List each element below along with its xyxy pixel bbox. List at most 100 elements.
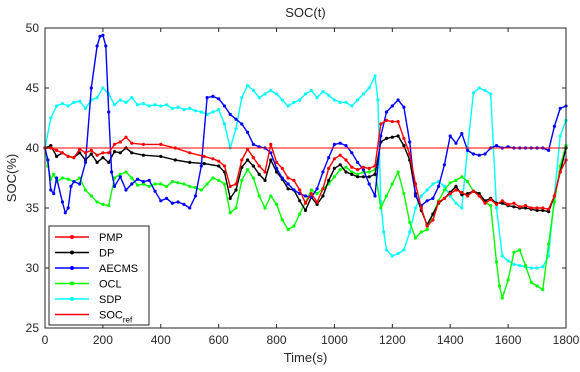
data-point-aecms: [442, 163, 446, 167]
ticks-layer: 0 200 400 600 800 1000 1200 1400 1600 1800 25 30 35 4…: [26, 21, 580, 347]
axes-box: [44, 27, 567, 329]
data-point-sdp: [315, 96, 319, 100]
data-point-sdp: [402, 248, 406, 252]
y-tick-label: 35: [26, 201, 40, 215]
data-point-dp: [373, 172, 377, 176]
data-point-ocl: [494, 260, 499, 264]
data-point-sdp: [413, 206, 418, 210]
data-point-dp: [338, 163, 342, 167]
data-point-pmp: [234, 182, 238, 186]
data-point-aecms: [483, 152, 487, 156]
data-point-pmp: [350, 165, 354, 169]
data-point-pmp: [512, 201, 516, 205]
data-point-aecms: [384, 110, 389, 114]
data-point-dp: [460, 193, 464, 197]
data-point-sdp: [112, 103, 117, 107]
data-point-pmp: [552, 194, 557, 198]
data-point-aecms: [547, 148, 551, 152]
data-point-ocl: [240, 178, 244, 182]
data-point-sdp: [292, 100, 296, 104]
data-point-pmp: [356, 168, 360, 172]
data-point-pmp: [332, 157, 336, 161]
data-point-pmp: [222, 164, 227, 168]
data-point-sdp: [506, 259, 510, 263]
data-point-sdp: [170, 106, 174, 110]
data-point-sdp: [280, 98, 284, 102]
data-point-dp: [350, 172, 354, 176]
data-point-sdp: [72, 100, 76, 104]
legend-item-aecms: AECMS: [55, 263, 138, 275]
data-point-aecms: [332, 142, 336, 146]
legend-label: SDP: [99, 294, 122, 306]
data-point-ocl: [350, 170, 354, 174]
data-point-sdp: [286, 104, 290, 108]
data-point-ocl: [408, 220, 412, 224]
x-tick-label: 600: [209, 333, 229, 347]
data-point-sdp: [367, 86, 371, 90]
data-point-ocl: [454, 178, 458, 182]
x-tick-label: 0: [42, 333, 49, 347]
data-point-pmp: [83, 151, 88, 155]
data-point-sdp: [558, 134, 562, 138]
data-point-aecms: [251, 142, 255, 146]
data-point-pmp: [425, 224, 429, 228]
data-point-ocl: [124, 170, 128, 174]
data-point-sdp: [384, 248, 389, 252]
data-point-dp: [327, 178, 331, 182]
data-point-ocl: [217, 178, 221, 182]
data-point-ocl: [344, 165, 348, 169]
data-point-sdp: [49, 116, 53, 120]
data-point-pmp: [500, 199, 504, 203]
data-point-aecms: [46, 158, 50, 162]
data-point-pmp: [251, 156, 255, 160]
data-point-aecms: [344, 144, 348, 148]
data-point-pmp: [396, 120, 400, 124]
data-point-aecms: [477, 153, 481, 157]
data-point-sdp: [512, 262, 516, 266]
data-point-ocl: [112, 176, 117, 180]
y-tick-label: 40: [26, 141, 40, 155]
data-point-pmp: [361, 165, 365, 169]
data-point-aecms: [240, 122, 244, 126]
data-point-aecms: [269, 151, 273, 155]
data-point-pmp: [373, 164, 377, 168]
data-point-aecms: [78, 182, 82, 186]
data-point-aecms: [234, 117, 238, 121]
data-point-sdp: [382, 230, 386, 234]
data-point-sdp: [518, 264, 522, 268]
data-point-aecms: [373, 194, 377, 198]
data-point-sdp: [344, 100, 348, 104]
data-point-pmp: [309, 192, 313, 196]
data-point-aecms: [413, 194, 418, 198]
data-point-pmp: [188, 151, 192, 155]
data-point-ocl: [141, 182, 145, 186]
data-point-aecms: [303, 194, 308, 198]
data-point-pmp: [60, 151, 64, 155]
data-point-dp: [367, 175, 371, 179]
data-point-aecms: [466, 148, 470, 152]
legend-label: OCL: [99, 279, 122, 291]
data-point-dp: [55, 154, 59, 158]
data-point-dp: [240, 165, 244, 169]
data-point-pmp: [66, 154, 70, 158]
data-point-ocl: [269, 194, 273, 198]
data-point-aecms: [408, 140, 412, 144]
legend-item-pmp: PMP: [55, 232, 123, 244]
data-point-pmp: [367, 166, 371, 170]
data-point-ocl: [535, 284, 539, 288]
data-point-ocl: [170, 180, 174, 184]
data-point-sdp: [321, 90, 325, 94]
data-point-pmp: [379, 122, 383, 126]
data-point-sdp: [448, 194, 452, 198]
data-point-aecms: [165, 196, 169, 200]
data-point-ocl: [298, 212, 302, 216]
data-point-aecms: [309, 195, 313, 199]
data-point-dp: [396, 134, 400, 138]
series-pmp: [43, 118, 568, 228]
data-point-dp: [332, 166, 336, 170]
chart-title: SOC(t): [285, 5, 325, 20]
data-point-aecms: [66, 206, 70, 210]
data-point-aecms: [275, 166, 279, 170]
data-point-sdp: [124, 100, 128, 104]
data-point-aecms: [390, 104, 394, 108]
